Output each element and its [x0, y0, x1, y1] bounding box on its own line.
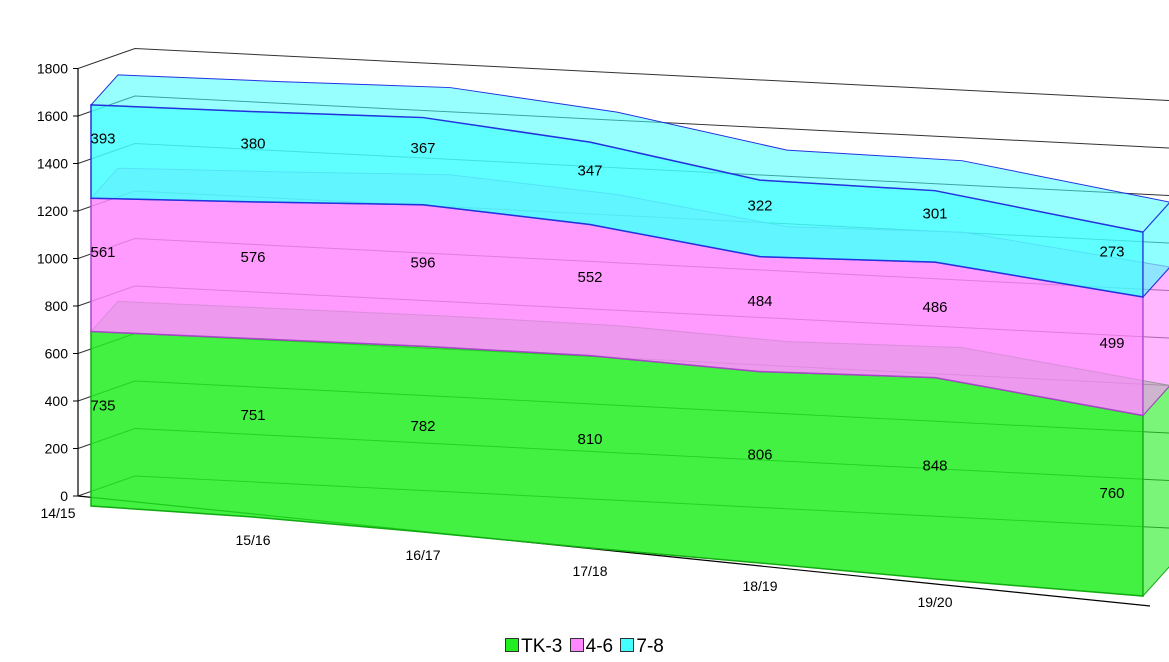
data-label: 347: [577, 162, 602, 179]
y-tick-label: 1200: [37, 203, 68, 219]
data-label: 484: [747, 293, 772, 310]
legend-swatch-tk3: [505, 638, 520, 652]
data-label: 806: [747, 446, 772, 463]
y-tick-label: 1400: [37, 156, 68, 172]
y-tick-label: 800: [45, 298, 69, 314]
x-tick-label: 15/16: [235, 532, 270, 548]
data-label: 273: [1099, 244, 1124, 261]
y-tick-label: 1000: [37, 251, 68, 267]
legend-label-tk3: TK-3: [521, 636, 563, 657]
y-tick-label: 1600: [37, 108, 68, 124]
data-label: 393: [90, 131, 115, 148]
area-side-face: [1142, 385, 1169, 598]
data-label: 848: [922, 457, 947, 474]
data-labels: 735 751 782 810 806 848 760 561 576 596 552 484 486 4…: [90, 131, 1124, 502]
data-label: 322: [747, 197, 772, 214]
y-tick-label: 200: [45, 441, 69, 457]
legend-swatch-4-6: [569, 638, 584, 652]
legend-item-4-6: 4-6: [569, 636, 614, 658]
legend: TK-3 4-6 7-8: [0, 636, 1169, 658]
gridline: [77, 47, 1169, 101]
x-tick-label: 19/20: [917, 594, 952, 610]
data-label: 576: [240, 249, 265, 266]
data-label: 782: [410, 418, 435, 435]
x-tick-label: 18/19: [742, 578, 777, 594]
x-tick-label: 14/15: [40, 505, 75, 521]
y-tick-label: 400: [45, 393, 69, 409]
legend-swatch-7-8: [620, 638, 635, 652]
data-label: 367: [410, 140, 435, 157]
data-label: 760: [1099, 485, 1124, 502]
legend-label-4-6: 4-6: [585, 636, 614, 657]
data-label: 596: [410, 255, 435, 272]
x-tick-label: 16/17: [405, 547, 440, 563]
y-tick-label: 1800: [37, 61, 68, 77]
series-areas: [89, 74, 1169, 598]
data-label: 810: [577, 431, 602, 448]
area-side-face: [1142, 202, 1169, 299]
legend-item-tk3: TK-3: [505, 636, 562, 658]
data-label: 486: [922, 299, 947, 316]
legend-item-7-8: 7-8: [620, 636, 664, 658]
data-label: 561: [90, 244, 115, 261]
y-tick-label: 600: [45, 346, 69, 362]
data-label: 735: [90, 398, 115, 415]
x-tick-label: 17/18: [572, 563, 607, 579]
data-label: 301: [922, 205, 947, 222]
data-label: 751: [240, 407, 265, 424]
stacked-area-chart: 0 200 400 600 800 1000 1200 1400 1600 1800 14/15 15…: [37, 47, 1169, 632]
data-label: 499: [1099, 335, 1124, 352]
data-label: 380: [240, 136, 265, 153]
x-tick-label: 20/21: [1125, 631, 1160, 632]
data-label: 552: [577, 269, 602, 286]
y-tick-label: 0: [60, 488, 68, 504]
legend-label-7-8: 7-8: [636, 636, 664, 657]
